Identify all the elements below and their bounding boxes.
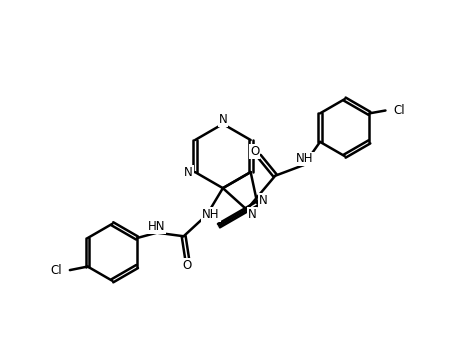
- Text: Cl: Cl: [50, 264, 62, 277]
- Text: O: O: [182, 259, 191, 272]
- Text: O: O: [250, 146, 259, 158]
- Text: NH: NH: [296, 152, 313, 165]
- Text: N: N: [247, 208, 256, 221]
- Text: HN: HN: [147, 220, 165, 233]
- Text: NH: NH: [202, 209, 219, 221]
- Text: N: N: [184, 165, 193, 178]
- Text: N: N: [259, 194, 268, 207]
- Text: N: N: [218, 113, 227, 126]
- Text: Cl: Cl: [392, 104, 404, 117]
